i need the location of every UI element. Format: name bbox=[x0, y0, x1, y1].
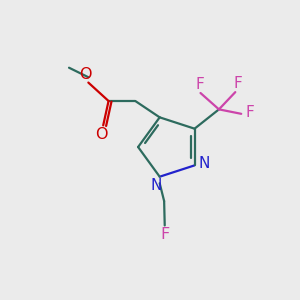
Text: F: F bbox=[161, 227, 170, 242]
Text: F: F bbox=[245, 105, 254, 120]
Text: O: O bbox=[95, 127, 108, 142]
Text: N: N bbox=[198, 156, 210, 171]
Text: N: N bbox=[150, 178, 162, 193]
Text: O: O bbox=[79, 67, 92, 82]
Text: F: F bbox=[234, 76, 243, 91]
Text: F: F bbox=[196, 77, 204, 92]
